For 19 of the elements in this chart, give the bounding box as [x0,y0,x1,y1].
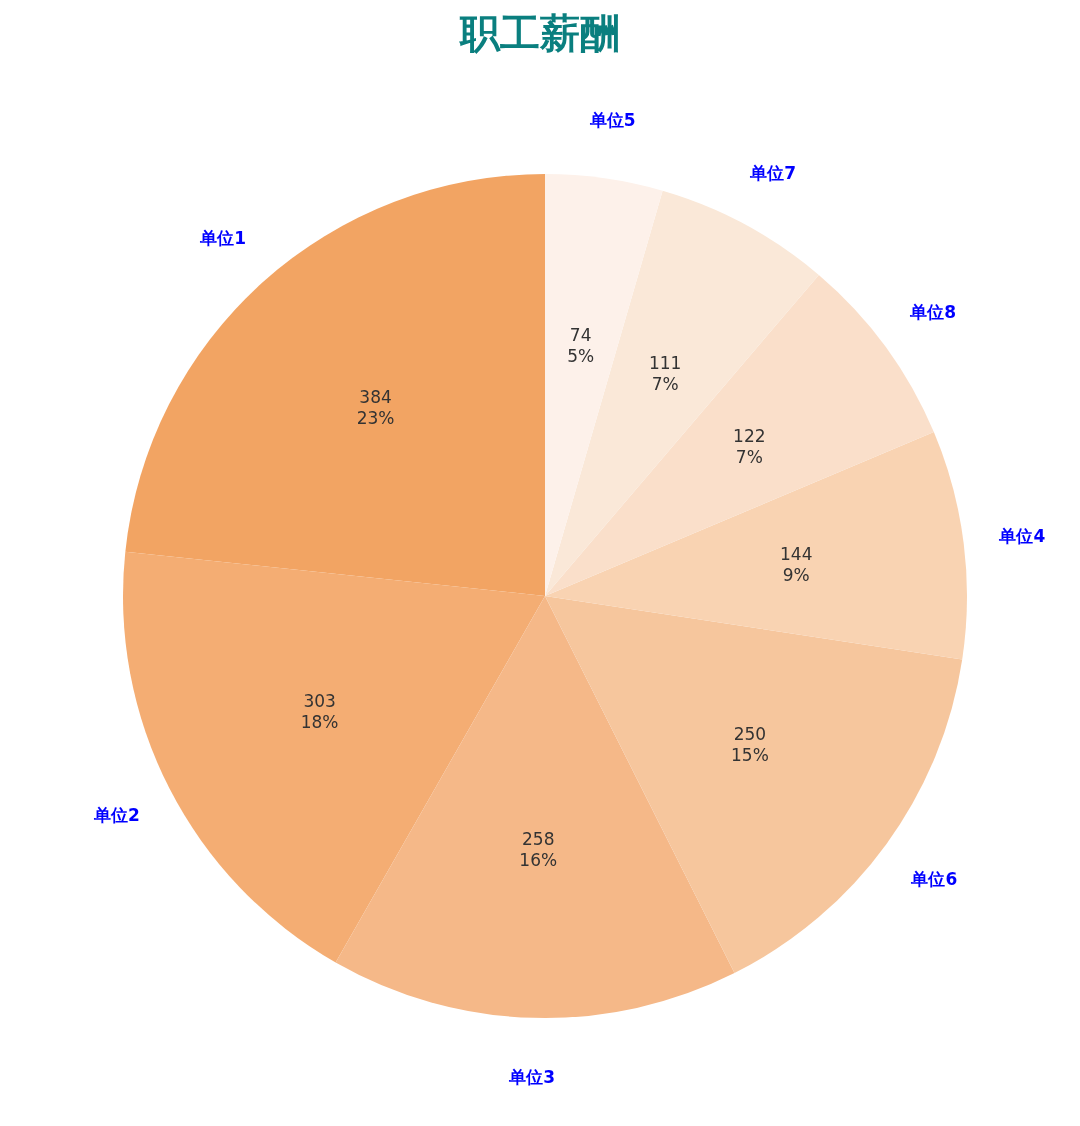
data-label: 384 23% [356,387,395,429]
data-label: 258 16% [519,828,558,870]
data-label: 122 7% [733,425,766,467]
slice-label: 单位4 [998,526,1046,547]
data-label: 144 9% [780,544,813,586]
chart-title: 职工薪酬 [458,9,621,58]
data-label: 74 5% [567,324,595,366]
slice-label: 单位2 [92,805,140,826]
pie-slice [125,174,545,596]
slice-label: 单位8 [909,301,957,322]
data-label: 111 7% [648,352,682,394]
data-label: 303 18% [300,690,339,732]
slice-label: 单位5 [588,109,636,130]
slice-label: 单位7 [749,162,797,183]
slice-label: 单位3 [508,1066,556,1087]
pie-slice [545,190,819,596]
slice-label: 单位1 [199,228,247,249]
slice-label: 单位6 [910,868,958,889]
data-label: 250 15% [731,724,769,766]
